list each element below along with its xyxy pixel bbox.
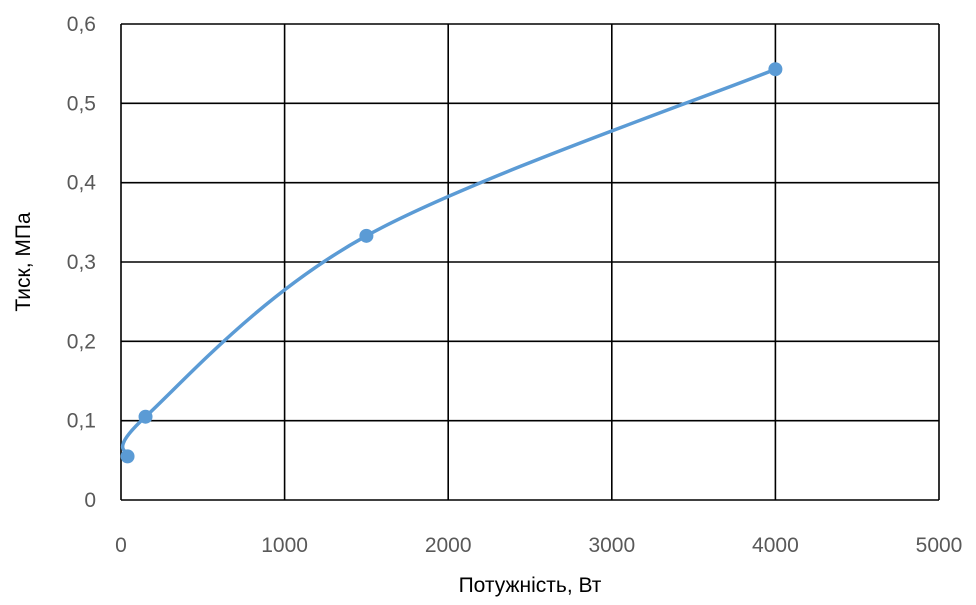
y-tick-label: 0,3: [67, 251, 96, 274]
data-point: [768, 62, 783, 77]
y-tick-label: 0,4: [67, 172, 97, 195]
x-tick-label: 5000: [916, 534, 963, 557]
x-tick-label: 4000: [752, 534, 799, 557]
x-tick-labels: 0 1000 2000 3000 4000 5000: [115, 534, 962, 557]
y-tick-labels: 0 0,1 0,2 0,3 0,4 0,5 0,6: [67, 13, 97, 512]
y-tick-label: 0,5: [67, 92, 96, 115]
y-tick-label: 0,1: [67, 410, 96, 433]
grid: [120, 23, 940, 501]
x-tick-label: 2000: [425, 534, 472, 557]
series-line: [120, 67, 777, 458]
x-axis-title: Потужність, Вт: [459, 574, 602, 597]
y-tick-label: 0,6: [67, 13, 96, 36]
y-tick-label: 0: [84, 489, 96, 512]
y-tick-label: 0,2: [67, 330, 96, 353]
data-point: [138, 409, 153, 424]
y-axis-title: Тиск, МПа: [12, 212, 35, 312]
x-tick-label: 3000: [588, 534, 635, 557]
data-point: [359, 228, 374, 243]
data-point: [120, 449, 135, 464]
x-tick-label: 0: [115, 534, 127, 557]
x-tick-label: 1000: [261, 534, 308, 557]
data-points: [120, 62, 783, 464]
